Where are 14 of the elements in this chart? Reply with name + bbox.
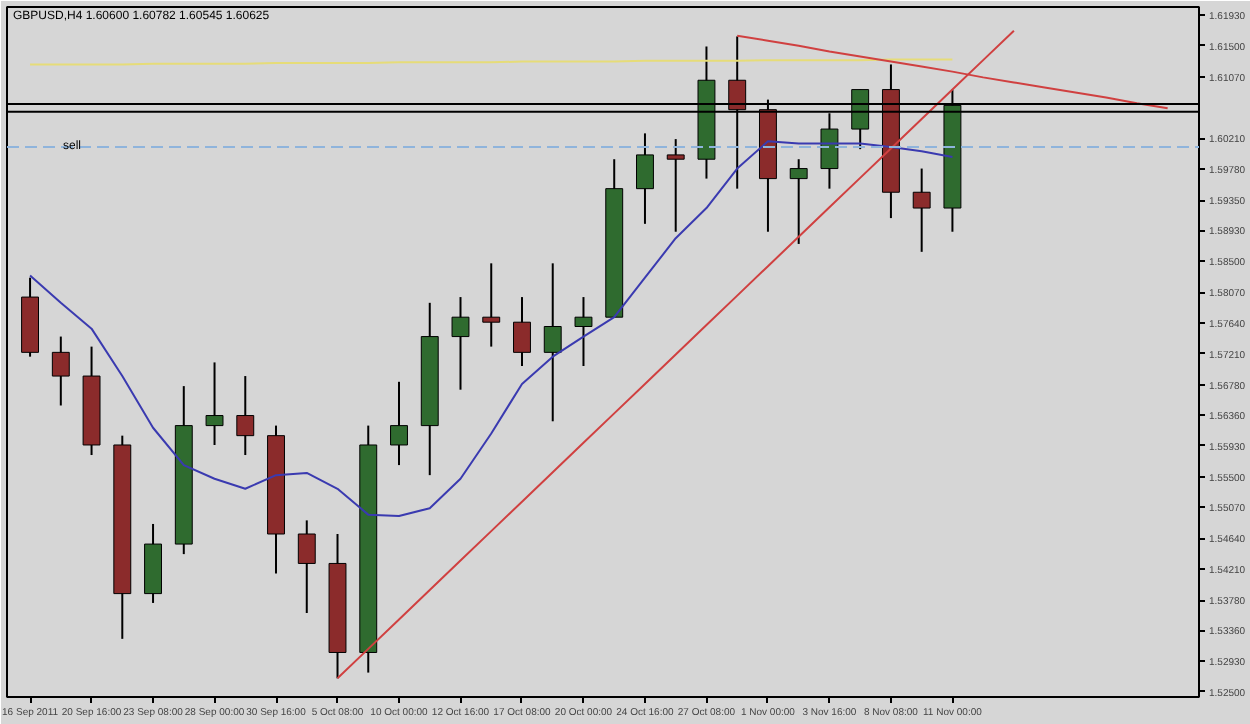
- candlestick: [451, 296, 470, 391]
- candlestick: [666, 138, 685, 233]
- candlestick: [789, 158, 808, 245]
- candlestick: [574, 296, 593, 367]
- candlestick: [482, 262, 501, 348]
- candlestick: [390, 380, 408, 467]
- candlestick: [51, 335, 70, 407]
- candlestick: [543, 262, 562, 423]
- candlestick: [636, 132, 654, 225]
- candlestick: [297, 519, 316, 614]
- candlestick: [205, 361, 224, 446]
- candlestick: [236, 375, 255, 457]
- candlestick: [513, 296, 531, 367]
- candlestick: [912, 167, 931, 253]
